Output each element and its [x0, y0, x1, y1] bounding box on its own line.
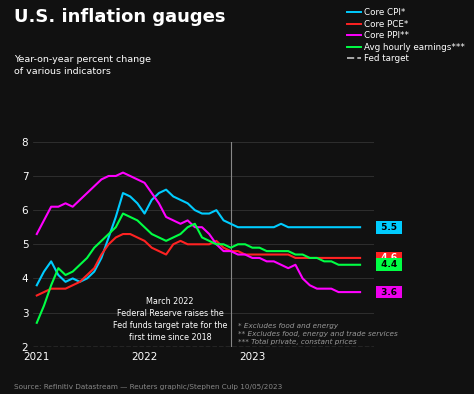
Text: 5.5: 5.5 — [378, 223, 400, 232]
Text: 4.4: 4.4 — [378, 260, 401, 269]
Text: 3.6: 3.6 — [378, 288, 400, 297]
Legend: Core CPI*, Core PCE*, Core PPI**, Avg hourly earnings***, Fed target: Core CPI*, Core PCE*, Core PPI**, Avg ho… — [346, 8, 465, 63]
Text: Year-on-year percent change
of various indicators: Year-on-year percent change of various i… — [14, 55, 151, 76]
Text: March 2022
Federal Reserve raises the
Fed funds target rate for the
first time s: March 2022 Federal Reserve raises the Fe… — [113, 297, 227, 342]
Text: * Excludes food and energy
** Excludes food, energy and trade services
*** Total: * Excludes food and energy ** Excludes f… — [238, 323, 398, 345]
Text: U.S. inflation gauges: U.S. inflation gauges — [14, 8, 226, 26]
Text: Source: Refinitiv Datastream — Reuters graphic/Stephen Culp 10/05/2023: Source: Refinitiv Datastream — Reuters g… — [14, 384, 283, 390]
Text: 4.6: 4.6 — [378, 253, 401, 262]
